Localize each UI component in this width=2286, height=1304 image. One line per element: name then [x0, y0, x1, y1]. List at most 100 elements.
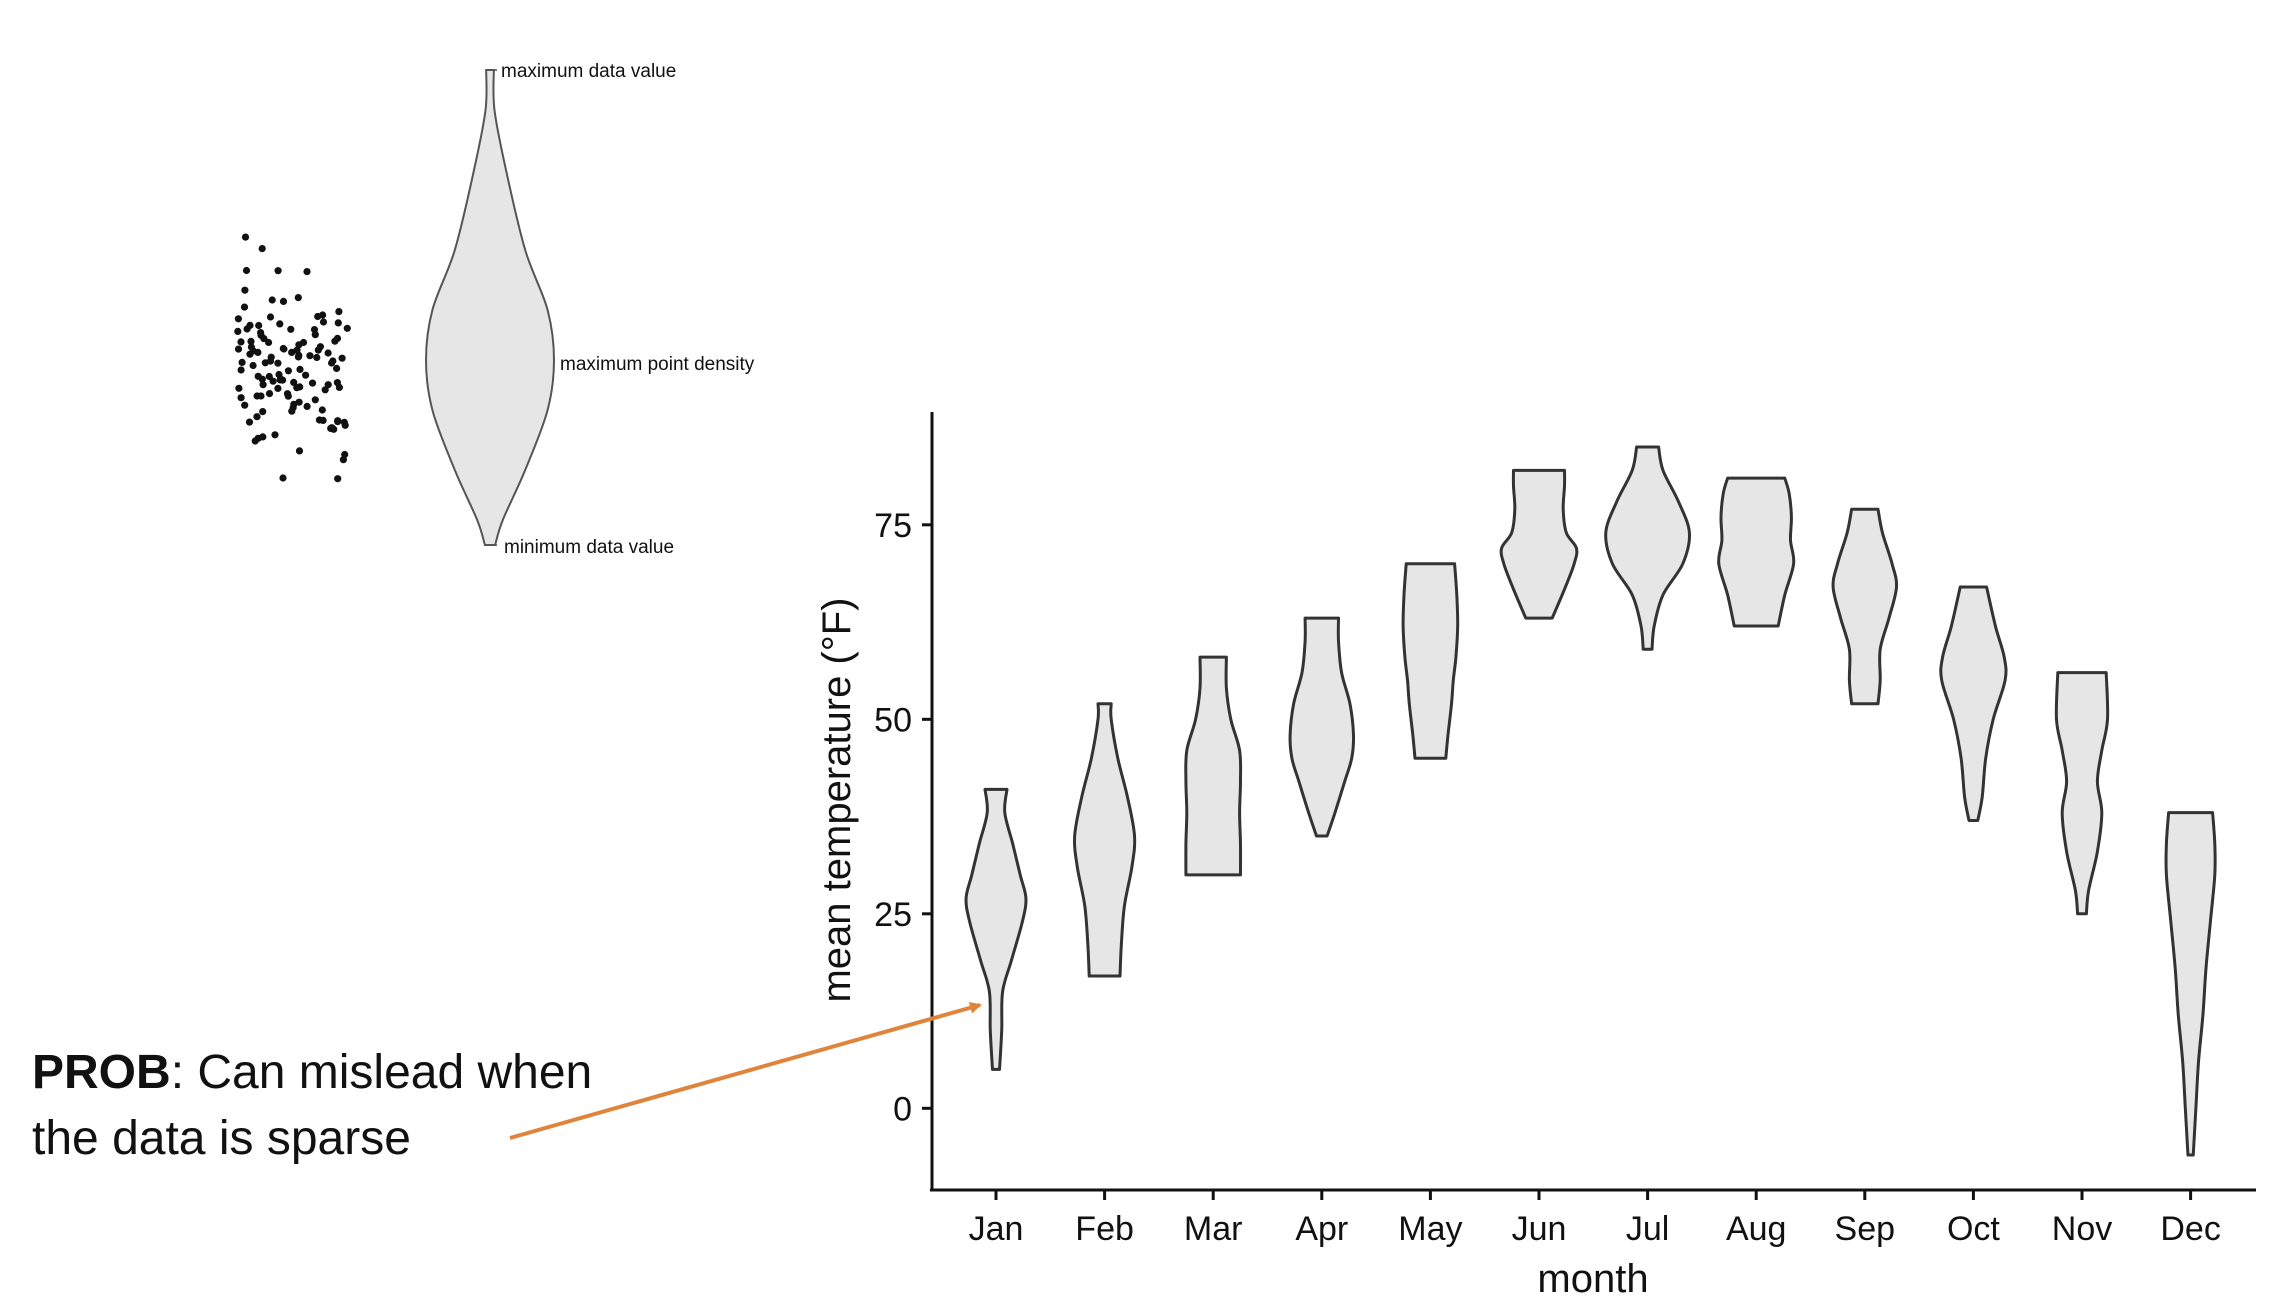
callout-arrow [509, 1001, 982, 1140]
label-max-data-value: maximum data value [501, 61, 676, 82]
jitter-point [338, 354, 346, 362]
jitter-point [237, 338, 245, 346]
violin-jul [1604, 445, 1692, 651]
violin-nov [2054, 671, 2110, 916]
jitter-point [274, 267, 282, 275]
jitter-point [258, 245, 266, 253]
jitter-points [234, 233, 351, 483]
jitter-point [253, 413, 261, 421]
jitter-point [274, 359, 282, 367]
jitter-point [241, 401, 249, 409]
jitter-point [288, 407, 296, 415]
jitter-point [257, 392, 265, 400]
jitter-point [240, 303, 249, 311]
jitter-point [268, 296, 276, 304]
x-tick-label: Jun [1512, 1210, 1567, 1248]
jitter-point [314, 346, 322, 354]
violin-feb [1073, 702, 1137, 978]
x-tick-label: Feb [1075, 1210, 1134, 1248]
jitter-point [335, 308, 343, 316]
jitter-point [333, 379, 341, 387]
jitter-point [311, 331, 319, 339]
jitter-point [279, 344, 287, 353]
jitter-point [241, 233, 250, 241]
callout-bold: PROB [32, 1046, 171, 1099]
violin-oct [1939, 585, 2008, 822]
jitter-point [245, 418, 254, 426]
y-tick-label: 75 [874, 507, 912, 545]
jitter-point [290, 378, 298, 386]
jitter-point [318, 406, 326, 414]
jitter-point [279, 297, 288, 305]
x-tick-label: Jul [1626, 1210, 1669, 1248]
violin-mar [1184, 655, 1243, 877]
jitter-point [319, 318, 328, 326]
violin-apr [1288, 616, 1356, 838]
x-tick-label: May [1398, 1210, 1462, 1248]
jitter-point [328, 359, 336, 367]
jitter-point [243, 325, 251, 333]
jitter-point [327, 424, 335, 432]
jitter-point [249, 361, 257, 370]
jitter-point [241, 286, 249, 294]
violin-dec [2164, 811, 2217, 1157]
y-tick-label: 0 [893, 1090, 912, 1128]
jitter-point [295, 398, 303, 406]
callout-line-1-text: : Can mislead when [170, 1046, 593, 1099]
jitter-point [260, 335, 268, 343]
jitter-point [237, 394, 245, 402]
jitter-point [234, 327, 242, 335]
callout-line-1: PROB: Can mislead when [32, 1040, 592, 1106]
jitter-point [283, 390, 292, 398]
x-tick-label: Sep [1835, 1210, 1896, 1248]
jitter-point [238, 358, 246, 366]
jitter-point [340, 418, 348, 426]
jitter-point [277, 375, 285, 383]
violin-chart: 0 25 50 75 Jan Feb Mar Apr May Jun Jul Aug Sep Oct No… [815, 412, 2256, 1301]
jitter-point [334, 475, 342, 483]
violin-series [964, 445, 2217, 1157]
jitter-point [331, 337, 339, 345]
x-tick-label: Mar [1184, 1210, 1243, 1248]
jitter-point [265, 372, 273, 381]
jitter-point [299, 338, 308, 347]
jitter-point [313, 353, 321, 362]
jitter-point [293, 346, 301, 354]
x-tick-label: Apr [1295, 1210, 1348, 1248]
jitter-point [274, 384, 282, 392]
jitter-point [235, 384, 243, 392]
jitter-point [295, 447, 304, 455]
violin-sep [1831, 507, 1899, 706]
jitter-point [246, 350, 254, 358]
label-min-data-value: minimum data value [504, 537, 674, 558]
x-tick-label: Aug [1726, 1210, 1787, 1248]
violin-jan [964, 787, 1028, 1071]
jitter-point [321, 386, 329, 394]
y-tick-label: 50 [874, 701, 912, 739]
y-tick-label: 25 [874, 896, 912, 934]
jitter-point [315, 416, 323, 424]
violin-jun [1499, 468, 1579, 620]
jitter-point [311, 396, 319, 404]
explainer-violin [424, 69, 556, 546]
jitter-point [247, 337, 255, 345]
violin-aug [1717, 476, 1796, 628]
x-tick-label: Dec [2160, 1210, 2220, 1248]
jitter-point [343, 324, 351, 332]
jitter-point [276, 320, 284, 328]
jitter-point [259, 381, 267, 389]
violin-may [1401, 562, 1460, 760]
jitter-point [319, 311, 327, 319]
jitter-point [255, 321, 263, 330]
jitter-point [306, 352, 314, 360]
x-tick-label: Nov [2052, 1210, 2112, 1248]
jitter-point [234, 315, 242, 323]
x-tick-label: Oct [1947, 1210, 2000, 1248]
jitter-point [254, 348, 262, 356]
y-axis-ticks: 0 25 50 75 [874, 507, 932, 1128]
jitter-point [334, 319, 342, 327]
jitter-point [294, 294, 302, 302]
jitter-point [266, 313, 275, 321]
jitter-point [284, 367, 292, 375]
